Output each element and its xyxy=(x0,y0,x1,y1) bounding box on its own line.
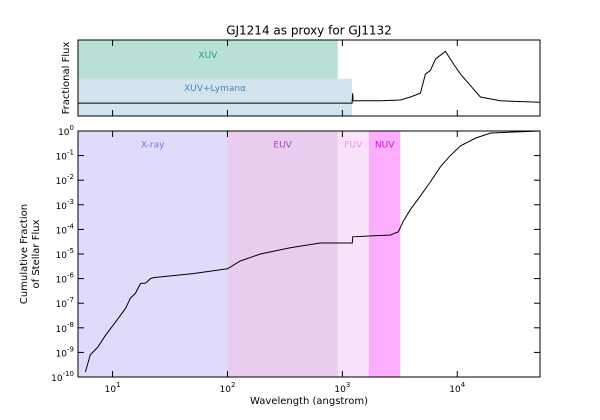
y-tick-label: 10-9 xyxy=(56,345,74,359)
y-tick-label-exponent: -3 xyxy=(67,198,74,206)
y-tick-label: 10-5 xyxy=(56,247,74,261)
y-tick-label-base: 10 xyxy=(51,374,63,384)
y-tick-label-exponent: -5 xyxy=(67,247,74,255)
y-tick-label-base: 10 xyxy=(56,324,68,334)
y-tick-label: 10-1 xyxy=(56,149,74,163)
x-tick-label-base: 10 xyxy=(220,385,232,395)
y-tick-label: 10-7 xyxy=(56,296,74,310)
y-tick-label-base: 10 xyxy=(58,128,70,138)
y-tick-label-base: 10 xyxy=(56,177,68,187)
region xyxy=(227,131,338,377)
data-line xyxy=(78,50,541,104)
y-tick-label: 10-3 xyxy=(56,198,74,212)
y-tick-label-base: 10 xyxy=(56,300,68,310)
y-tick-label-exponent: -6 xyxy=(67,272,75,280)
x-axis-label: Wavelength (angstrom) xyxy=(250,396,368,407)
y-tick-label: 10-8 xyxy=(56,321,74,335)
region xyxy=(78,131,228,377)
y-tick-label-exponent: -7 xyxy=(67,296,74,304)
chart-title: GJ1214 as proxy for GJ1132 xyxy=(226,24,392,38)
x-tick-label: 104 xyxy=(449,381,465,395)
region xyxy=(337,131,369,377)
y-tick-label: 10-10 xyxy=(51,370,74,384)
x-tick-label-base: 10 xyxy=(334,385,346,395)
region-label: X-ray xyxy=(141,141,165,151)
x-tick-label-base: 10 xyxy=(105,385,117,395)
x-tick-label: 101 xyxy=(105,381,121,395)
x-tick-label-base: 10 xyxy=(449,385,461,395)
y-tick-label: 100 xyxy=(58,124,74,138)
x-tick-label-exponent: 2 xyxy=(231,381,235,389)
x-tick-label: 102 xyxy=(220,381,236,395)
y-axis-label: Cumulative Fraction xyxy=(19,204,30,304)
y-axis-label: Fractional Flux xyxy=(61,42,72,115)
x-tick-label-exponent: 4 xyxy=(461,381,466,389)
region-label: NUV xyxy=(375,141,395,151)
y-tick-label-exponent: -4 xyxy=(67,222,75,230)
y-tick-label-base: 10 xyxy=(56,226,68,236)
x-tick-label: 103 xyxy=(334,381,350,395)
region-label: EUV xyxy=(273,141,292,151)
region xyxy=(368,131,401,377)
region-label: FUV xyxy=(344,141,363,151)
y-tick-label-base: 10 xyxy=(56,349,68,359)
region xyxy=(78,40,338,79)
x-tick-label-exponent: 1 xyxy=(116,381,120,389)
plot-frame xyxy=(77,39,541,117)
region xyxy=(78,78,353,116)
y-tick-label-exponent: 0 xyxy=(70,124,74,132)
region-label: XUV+Lymanα xyxy=(184,84,246,94)
data-line xyxy=(84,130,541,373)
y-axis-label: of Stellar Flux xyxy=(31,219,42,288)
y-tick-label-exponent: -8 xyxy=(67,321,74,329)
y-tick-label: 10-6 xyxy=(56,272,75,286)
y-tick-label: 10-4 xyxy=(56,222,75,236)
y-tick-label-exponent: -1 xyxy=(67,149,74,157)
y-tick-label-base: 10 xyxy=(56,251,68,261)
region-label: XUV xyxy=(198,51,218,61)
y-tick-label-base: 10 xyxy=(56,201,68,211)
y-tick-label-exponent: -9 xyxy=(67,345,74,353)
y-tick-label-base: 10 xyxy=(56,275,68,285)
y-tick-label-exponent: -10 xyxy=(63,370,74,378)
y-tick-label-exponent: -2 xyxy=(67,173,74,181)
x-tick-label-exponent: 3 xyxy=(346,381,350,389)
y-tick-label-base: 10 xyxy=(56,152,68,162)
y-tick-label: 10-2 xyxy=(56,173,74,187)
